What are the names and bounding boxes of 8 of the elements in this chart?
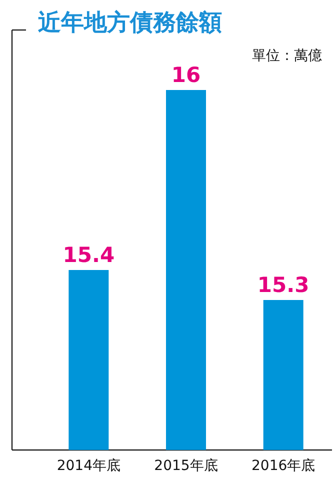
data-label: 15.4 (62, 243, 115, 267)
x-tick-label: 2016年底 (252, 458, 316, 474)
data-label: 15.3 (257, 273, 310, 297)
data-label: 16 (171, 63, 201, 87)
chart-title: 近年地方債務餘額 (37, 9, 222, 36)
text: 單位：萬億 (252, 48, 322, 64)
x-tick-label: 2015年底 (154, 458, 218, 474)
x-tick-label: 2014年底 (56, 458, 120, 474)
